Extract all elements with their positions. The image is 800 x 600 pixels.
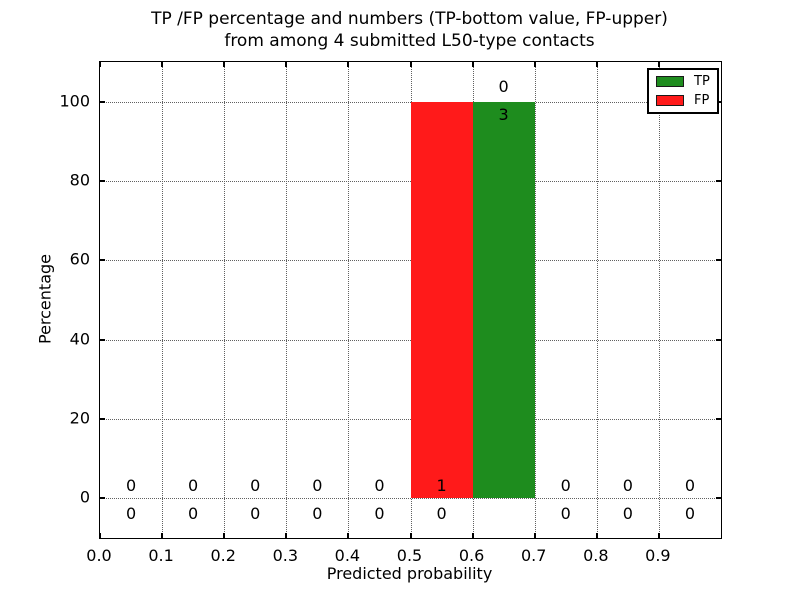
x-tick-mark [99, 533, 101, 538]
x-tick-label: 0.2 [210, 546, 236, 565]
x-tick-mark [595, 533, 598, 538]
x-tick-mark [471, 62, 474, 67]
x-tick-label: 0.9 [645, 546, 671, 565]
y-tick-label: 60 [69, 249, 90, 269]
x-tick-label: 0.5 [396, 546, 423, 565]
count-annotation: 0 [188, 476, 199, 496]
x-tick-label: 0.7 [520, 546, 547, 565]
x-tick-label: 0.8 [583, 546, 609, 565]
legend: TP FP [647, 68, 719, 114]
x-tick-mark [533, 62, 536, 67]
count-annotation: 0 [498, 76, 509, 96]
x-tick-mark [347, 533, 350, 538]
x-tick-mark [223, 62, 226, 67]
count-annotation: 0 [560, 476, 571, 496]
y-tick-mark [716, 180, 721, 182]
count-annotation: 0 [560, 503, 571, 523]
x-tick-label: 0.4 [334, 546, 361, 565]
y-tick-label: 100 [59, 91, 90, 111]
x-tick-mark [409, 62, 412, 67]
x-tick-label: 0.3 [272, 546, 299, 565]
count-annotation: 0 [250, 476, 261, 496]
tp-bar [472, 101, 535, 499]
count-annotation: 0 [684, 503, 696, 523]
count-annotation: 0 [312, 503, 323, 523]
y-tick-label: 0 [79, 487, 90, 507]
vertical-gridline [534, 62, 536, 538]
count-annotation: 0 [125, 476, 137, 496]
legend-label: TP [694, 74, 710, 89]
x-tick-mark [161, 533, 164, 538]
vertical-gridline [224, 62, 226, 538]
count-annotation: 0 [684, 476, 696, 496]
x-tick-mark [657, 533, 660, 538]
y-tick-label: 80 [69, 170, 90, 190]
legend-label: FP [694, 93, 710, 108]
vertical-gridline [348, 62, 350, 538]
count-annotation: 0 [312, 476, 323, 496]
count-annotation: 0 [622, 476, 633, 496]
y-tick-mark [100, 418, 105, 420]
legend-swatch-fp [656, 95, 684, 106]
vertical-gridline [658, 62, 660, 538]
x-tick-mark [657, 62, 660, 67]
x-axis-label: Predicted probability [326, 564, 493, 583]
count-annotation: 0 [374, 476, 385, 496]
x-tick-label: 0.0 [86, 546, 112, 565]
y-tick-mark [716, 497, 721, 500]
y-tick-mark [100, 180, 105, 182]
legend-row: FP [656, 94, 710, 107]
plot-area: 0 0 0 0 0 0 0 0 0 0 1 0 0 3 0 0 0 0 0 0 [99, 61, 722, 539]
x-tick-mark [471, 533, 474, 538]
count-annotation: 0 [188, 503, 199, 523]
legend-swatch-tp [656, 76, 684, 87]
x-tick-mark [285, 533, 288, 538]
vertical-gridline [286, 62, 288, 538]
y-tick-label: 20 [69, 408, 90, 428]
count-annotation: 0 [374, 503, 385, 523]
count-annotation: 0 [250, 503, 261, 523]
y-tick-mark [716, 259, 721, 262]
chart-title-line2: from among 4 submitted L50-type contacts [224, 31, 595, 51]
x-tick-mark [533, 533, 536, 538]
x-tick-mark [285, 62, 288, 67]
y-tick-mark [716, 338, 721, 341]
x-tick-label: 0.6 [458, 546, 485, 565]
y-tick-mark [100, 497, 105, 500]
count-annotation: 1 [436, 476, 447, 496]
y-tick-label: 40 [69, 329, 90, 349]
y-tick-mark [100, 100, 105, 103]
fp-bar [410, 101, 473, 499]
count-annotation: 0 [622, 503, 633, 523]
x-tick-mark [595, 62, 598, 67]
vertical-gridline [596, 62, 598, 538]
count-annotation: 0 [125, 503, 137, 523]
count-annotation: 3 [498, 105, 509, 125]
chart-title-line1: TP /FP percentage and numbers (TP-bottom… [151, 9, 668, 29]
legend-row: TP [656, 75, 710, 88]
x-tick-mark [161, 62, 164, 67]
x-tick-mark [223, 533, 226, 538]
x-tick-mark [347, 62, 350, 67]
x-tick-mark [409, 533, 412, 538]
y-tick-mark [716, 418, 721, 420]
x-tick-label: 0.1 [148, 546, 174, 565]
count-annotation: 0 [436, 503, 447, 523]
x-tick-mark [99, 62, 101, 67]
chart-title: TP /FP percentage and numbers (TP-bottom… [99, 8, 720, 52]
y-tick-mark [100, 259, 105, 262]
y-tick-mark [100, 338, 105, 341]
vertical-gridline [162, 62, 164, 538]
